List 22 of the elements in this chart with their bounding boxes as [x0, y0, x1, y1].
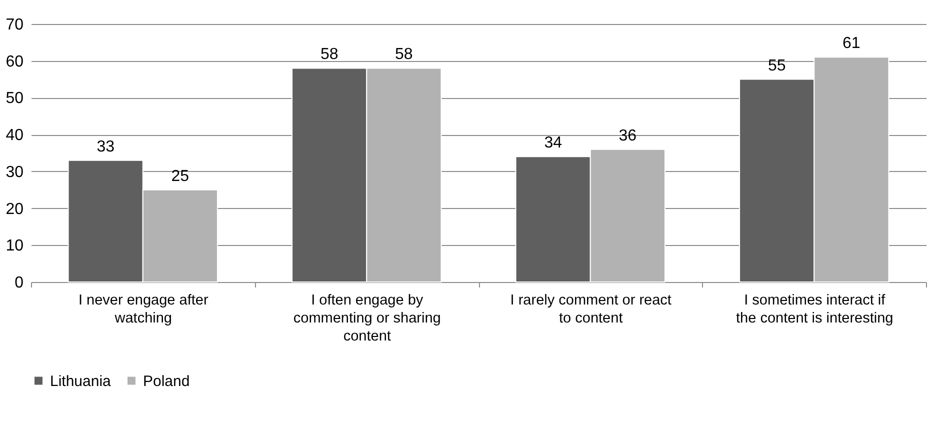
y-tick-label: 70: [6, 16, 24, 34]
data-label: 34: [544, 134, 562, 152]
y-tick-label: 20: [6, 200, 24, 218]
data-label: 55: [768, 57, 786, 74]
legend-label: Lithuania: [50, 372, 112, 390]
x-tick-label: I rarely comment or react to content: [510, 292, 672, 326]
x-tick-label: I often engage by commenting or sharing content: [293, 292, 441, 344]
y-tick-label: 10: [6, 238, 24, 255]
data-label: 61: [842, 35, 860, 52]
y-tick-label: 0: [14, 274, 24, 292]
legend-label: Poland: [143, 372, 190, 390]
data-label: 33: [96, 138, 115, 156]
data-label: 36: [618, 127, 637, 144]
y-tick-label: 50: [6, 90, 24, 108]
y-tick-label: 60: [6, 53, 24, 70]
x-tick-label: I never engage after watching: [78, 292, 208, 326]
x-tick-label: I sometimes interact if the content is interesting: [736, 292, 894, 326]
data-label: 58: [395, 46, 413, 64]
data-label: 25: [171, 168, 190, 185]
data-label: 58: [320, 46, 338, 64]
y-tick-label: 30: [6, 164, 24, 181]
y-tick-label: 40: [6, 127, 24, 144]
